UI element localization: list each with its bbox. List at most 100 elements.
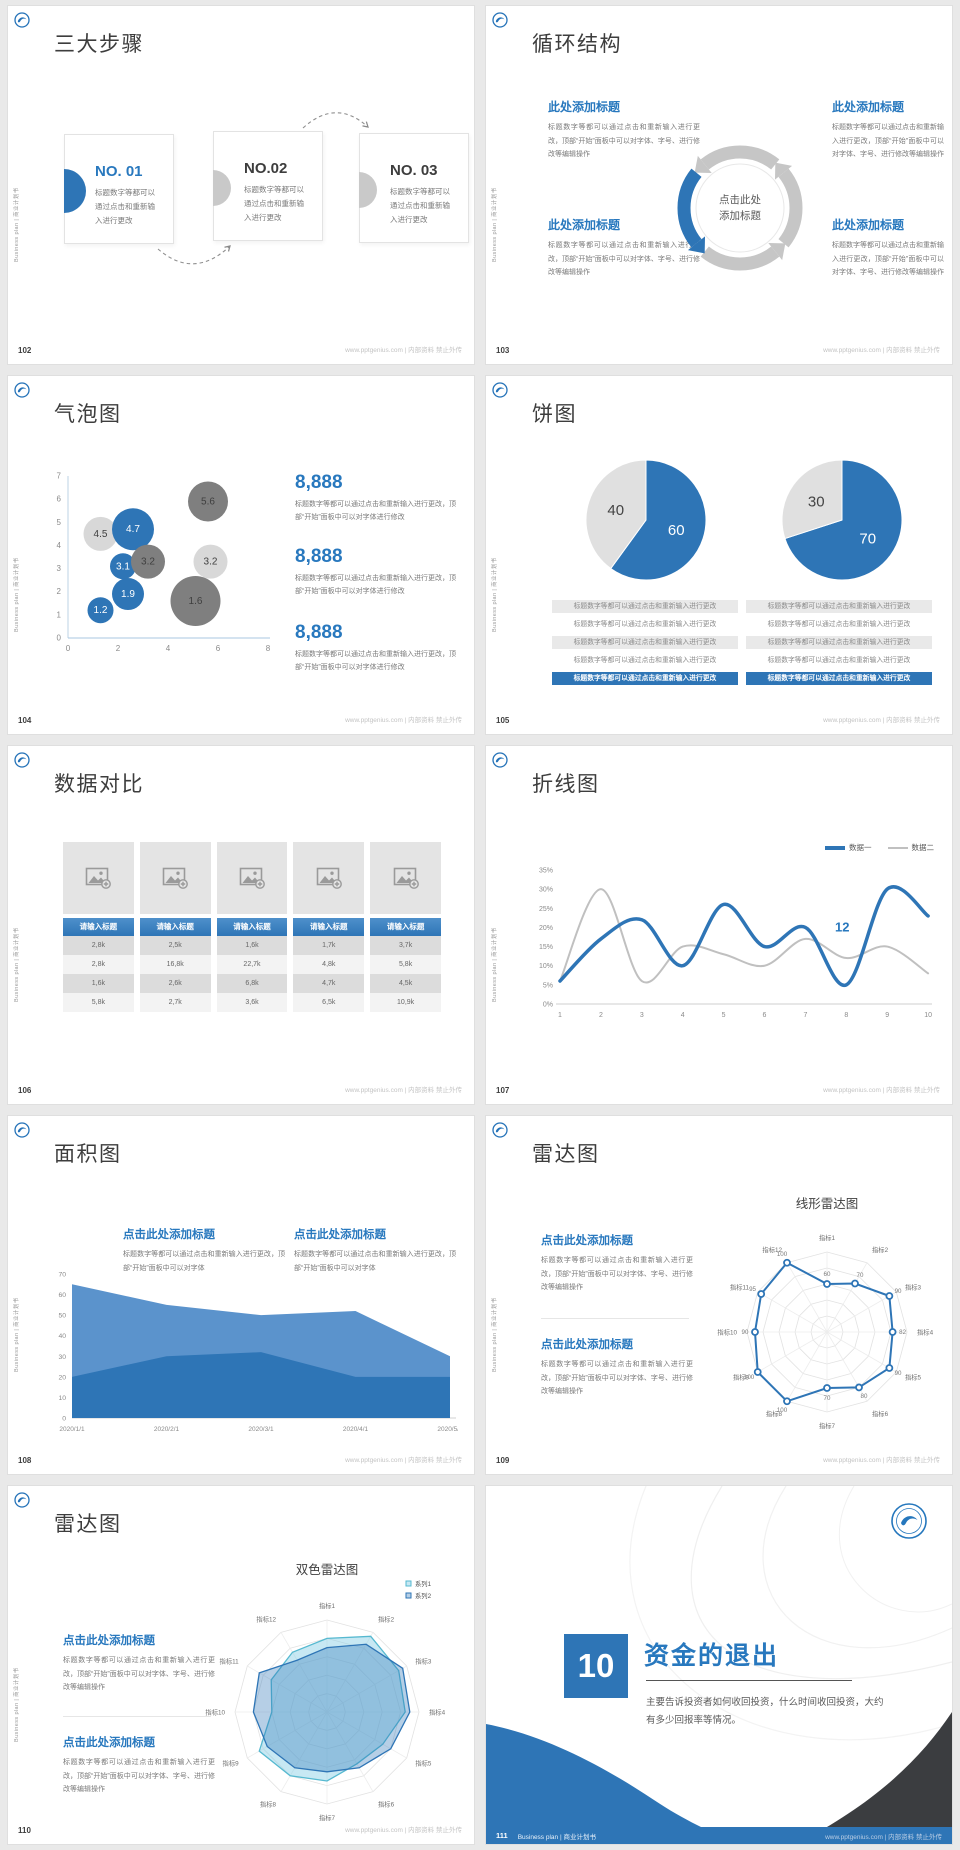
slide-110[interactable]: Business plan | 商业计划书 雷达图 点击此处添加标题 标题数字等… [8, 1486, 474, 1844]
cycle-diagram: 点击此处 添加标题 [666, 134, 814, 282]
svg-text:10: 10 [58, 1395, 66, 1402]
slide-106[interactable]: Business plan | 商业计划书 数据对比 请输入标题 请输入标题 请输入… [8, 746, 474, 1104]
svg-text:6: 6 [57, 495, 62, 504]
svg-text:30%: 30% [539, 887, 553, 894]
svg-text:1.9: 1.9 [121, 589, 135, 600]
svg-text:指标9: 指标9 [223, 1759, 240, 1768]
step-card-3[interactable]: NO. 03 标题数字等都可以通过点击和重新输入进行更改 [359, 133, 469, 243]
semicircle-icon [213, 170, 231, 206]
slide-number: 105 [496, 716, 510, 725]
svg-text:指标2: 指标2 [378, 1615, 395, 1624]
svg-text:100: 100 [744, 1374, 755, 1381]
table-header: 请输入标题 [63, 918, 134, 936]
table-cell: 5,8k [63, 993, 134, 1012]
slide-105[interactable]: Business plan | 商业计划书 饼图 60 40 70 30 标题数字等… [486, 376, 952, 734]
svg-text:5: 5 [57, 518, 62, 527]
bubble-point: 1.9 [112, 578, 144, 611]
svg-text:指标8: 指标8 [766, 1409, 783, 1418]
stat-body: 标题数字等都可以通过点击和重新输入进行更改，顶部“开始”面板中可以对字体进行修改 [295, 501, 456, 522]
slide-102[interactable]: Business plan | 商业计划书 三大步骤 NO. 01 标题数字等都… [8, 6, 474, 364]
bubble-chart: 0 1 2 3 4 5 6 7 0 2 4 6 8 4.5 4.7 5.6 3.1 3.2 3.2 1.9 1.2 1.6 [57, 472, 271, 653]
step-body: 标题数字等都可以通过点击和重新输入进行更改 [244, 185, 304, 222]
text-block: 此处添加标题 标题数字等都可以通过点击和重新输入进行更改，顶部“开始”面板中可以… [548, 98, 700, 162]
slide-107[interactable]: Business plan | 商业计划书 折线图 数据一 数据二 0% 5% 10… [486, 746, 952, 1104]
image-placeholder[interactable] [139, 842, 211, 914]
svg-text:指标2: 指标2 [872, 1245, 889, 1254]
svg-text:5: 5 [722, 1012, 726, 1019]
svg-text:指标1: 指标1 [319, 1601, 336, 1610]
svg-text:82: 82 [899, 1329, 906, 1336]
slide-111[interactable]: 10 资金的退出 主要告诉投资者如何收回投资，什么时间收回投资，大约有多少回报率… [486, 1486, 952, 1844]
brand-vertical-text: Business plan | 商业计划书 [14, 927, 20, 1002]
list-item: 标题数字等都可以通过点击和重新输入进行更改 [746, 600, 932, 613]
image-placeholder[interactable] [293, 842, 365, 914]
bubble-point: 1.2 [87, 597, 114, 624]
svg-text:3: 3 [57, 564, 62, 573]
pie-list-right: 标题数字等都可以通过点击和重新输入进行更改 标题数字等都可以通过点击和重新输入进行… [746, 600, 932, 690]
list-item: 标题数字等都可以通过点击和重新输入进行更改 [552, 636, 738, 649]
block-heading: 点击此处添加标题 [123, 1229, 215, 1241]
brand-logo-icon [14, 1492, 30, 1508]
area-chart: 0 10 20 30 40 50 60 70 2020/1/1 2020/2/1 2020/3/1 2… [58, 1272, 458, 1434]
svg-text:指标10: 指标10 [717, 1328, 737, 1337]
step-card-2[interactable]: NO.02 标题数字等都可以通过点击和重新输入进行更改 [213, 131, 323, 241]
svg-text:7: 7 [57, 472, 62, 481]
slide-footer: www.pptgenius.com | 内部资料 禁止外传 [345, 347, 462, 354]
block-body: 标题数字等都可以通过点击和重新输入进行更改，顶部“开始”面板中可以对字体、字号、… [548, 242, 700, 277]
svg-text:指标5: 指标5 [415, 1759, 432, 1768]
slide-number: 109 [496, 1456, 510, 1465]
svg-text:20: 20 [58, 1374, 66, 1381]
svg-text:指标4: 指标4 [429, 1708, 446, 1717]
wave-logo-icon [492, 12, 508, 28]
slide-108[interactable]: Business plan | 商业计划书 面积图 点击此处添加标题 标题数字等… [8, 1116, 474, 1474]
image-placeholder[interactable] [216, 842, 288, 914]
svg-text:3.2: 3.2 [204, 557, 218, 568]
series2-swatch-icon [887, 847, 908, 850]
block-body: 标题数字等都可以通过点击和重新输入进行更改，顶部“开始”面板中可以对字体、字号、… [832, 124, 944, 159]
svg-text:2020/5/1: 2020/5/1 [437, 1426, 458, 1433]
svg-text:5%: 5% [543, 982, 553, 989]
stat-block: 8,888 标题数字等都可以通过点击和重新输入进行更改，顶部“开始”面板中可以对… [295, 622, 465, 675]
brand-vertical-text: Business plan | 商业计划书 [14, 557, 20, 632]
image-placeholder[interactable] [370, 842, 441, 914]
svg-text:指标10: 指标10 [205, 1708, 225, 1717]
wave-logo-icon [492, 1122, 508, 1138]
brand-logo-icon [14, 752, 30, 768]
block-heading: 此处添加标题 [832, 218, 905, 232]
pie-chart-right: 70 30 [781, 459, 903, 581]
brand-logo-icon [492, 752, 508, 768]
svg-text:2: 2 [57, 587, 62, 596]
table-cell: 6,5k [293, 993, 365, 1012]
text-block: 点击此处添加标题 标题数字等都可以通过点击和重新输入进行更改，顶部“开始”面板中… [541, 1336, 693, 1399]
radar-grid [746, 1251, 908, 1413]
image-icon [316, 867, 342, 889]
table-cell: 16,8k [139, 955, 211, 974]
svg-text:70: 70 [58, 1272, 66, 1279]
block-heading: 点击此处添加标题 [63, 1737, 155, 1749]
pie-chart-left: 60 40 [585, 459, 707, 581]
wave-logo-icon [14, 752, 30, 768]
svg-text:0%: 0% [543, 1002, 553, 1009]
block-body: 标题数字等都可以通过点击和重新输入进行更改，顶部“开始”面板中可以对字体、字号、… [541, 1257, 693, 1292]
slide-109[interactable]: Business plan | 商业计划书 雷达图 点击此处添加标题 标题数字等… [486, 1116, 952, 1474]
svg-text:2020/4/1: 2020/4/1 [343, 1426, 369, 1433]
slide-104[interactable]: Business plan | 商业计划书 气泡图 0 1 2 3 4 5 6 7 0 2 4 6 8 4… [8, 376, 474, 734]
block-body: 标题数字等都可以通过点击和重新输入进行更改，顶部“开始”面板中可以对字体 [123, 1251, 285, 1272]
list-item: 标题数字等都可以通过点击和重新输入进行更改 [552, 672, 738, 685]
table-cell: 4,7k [293, 974, 365, 993]
brand-logo-icon [14, 382, 30, 398]
brand-text: Business plan | 商业计划书 [517, 1833, 596, 1841]
svg-text:指标3: 指标3 [905, 1283, 922, 1292]
radar-chart: 指标1 指标2 指标3 指标4 指标5 指标6 指标7 指标8 指标9 指标10 指标11 指标12 线… [717, 1197, 933, 1430]
step-card-1[interactable]: NO. 01 标题数字等都可以通过点击和重新输入进行更改 [64, 134, 174, 244]
svg-text:指标1: 指标1 [819, 1233, 836, 1242]
image-placeholder[interactable] [63, 842, 134, 914]
slide-number: 102 [18, 346, 32, 355]
svg-text:指标11: 指标11 [220, 1657, 240, 1666]
svg-text:10: 10 [924, 1012, 932, 1019]
svg-text:1.6: 1.6 [189, 596, 203, 607]
slide-103[interactable]: Business plan | 商业计划书 循环结构 此处添加标题 标题数字等都… [486, 6, 952, 364]
svg-text:100: 100 [777, 1407, 788, 1414]
page-title: 数据对比 [54, 773, 144, 796]
svg-text:6: 6 [216, 644, 221, 653]
